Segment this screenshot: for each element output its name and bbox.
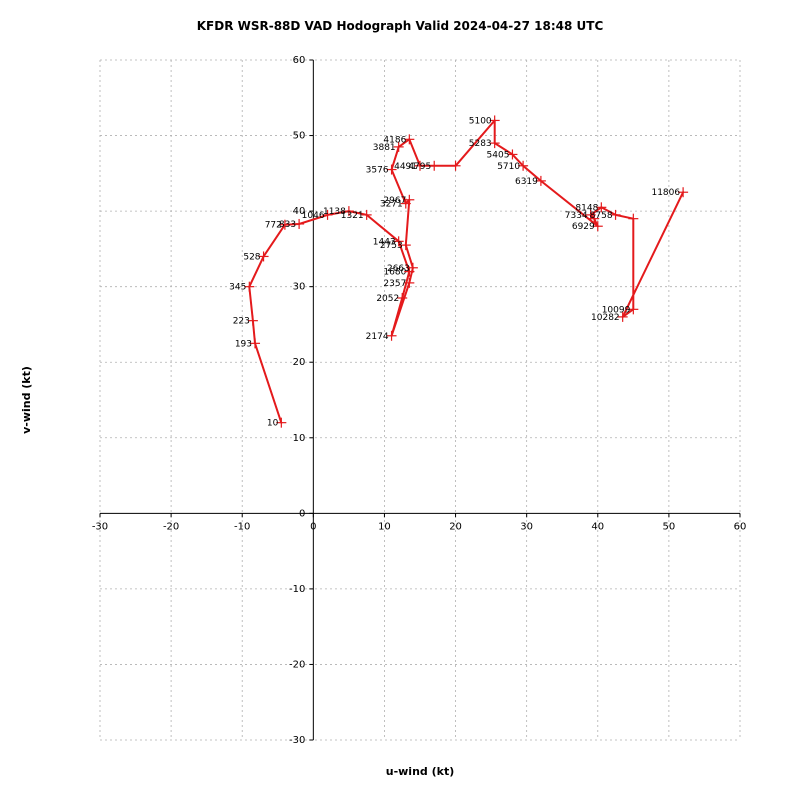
- point-label: 6319: [515, 177, 538, 187]
- point-label: 1321: [341, 211, 364, 221]
- hodograph-chart: { "title": "KFDR WSR-88D VAD Hodograph V…: [0, 0, 800, 800]
- x-tick-label: 30: [520, 521, 533, 532]
- point-label: 2753: [380, 241, 403, 251]
- y-tick-label: -30: [289, 735, 305, 746]
- y-tick-label: 10: [293, 433, 306, 444]
- y-tick-label: 30: [293, 282, 306, 293]
- point-label: 10: [267, 419, 279, 429]
- point-label: 345: [229, 283, 246, 293]
- point-label: 5710: [497, 162, 520, 172]
- point-label: 5405: [487, 150, 510, 160]
- y-tick-label: 20: [293, 357, 306, 368]
- chart-background: [0, 0, 800, 800]
- x-tick-label: 20: [449, 521, 462, 532]
- point-label: 4795: [408, 162, 431, 172]
- point-label: 8758: [590, 211, 613, 221]
- point-label: 833: [279, 220, 296, 230]
- point-label: 223: [233, 317, 250, 327]
- x-tick-label: 60: [734, 521, 747, 532]
- y-tick-label: 0: [299, 508, 305, 519]
- x-tick-label: -10: [234, 521, 250, 532]
- point-label: 5283: [469, 139, 492, 149]
- y-tick-label: -10: [289, 584, 305, 595]
- point-label: 6929: [572, 222, 595, 232]
- x-tick-label: -20: [163, 521, 179, 532]
- point-label: 3576: [366, 166, 389, 176]
- point-label: 1046: [302, 211, 325, 221]
- y-tick-label: 50: [293, 131, 306, 142]
- x-tick-label: 10: [378, 521, 391, 532]
- point-label: 4186: [383, 135, 406, 145]
- hodograph-svg: KFDR WSR-88D VAD Hodograph Valid 2024-04…: [0, 0, 800, 800]
- point-label: 2052: [376, 294, 399, 304]
- y-tick-label: 60: [293, 55, 306, 66]
- point-label: 10282: [591, 313, 620, 323]
- x-tick-label: 40: [591, 521, 604, 532]
- y-axis-label: v-wind (kt): [20, 366, 33, 434]
- point-label: 11806: [651, 188, 680, 198]
- point-label: 3271: [380, 200, 403, 210]
- x-tick-label: 50: [663, 521, 676, 532]
- chart-title: KFDR WSR-88D VAD Hodograph Valid 2024-04…: [197, 19, 604, 33]
- y-tick-label: -20: [289, 659, 305, 670]
- point-label: 5100: [469, 116, 492, 126]
- x-axis-label: u-wind (kt): [386, 765, 455, 778]
- point-label: 2357: [383, 279, 406, 289]
- point-label: 528: [243, 252, 260, 262]
- point-label: 2663: [387, 264, 410, 274]
- point-label: 193: [235, 339, 252, 349]
- point-label: 2174: [366, 332, 389, 342]
- x-tick-label: 0: [310, 521, 316, 532]
- x-tick-label: -30: [92, 521, 108, 532]
